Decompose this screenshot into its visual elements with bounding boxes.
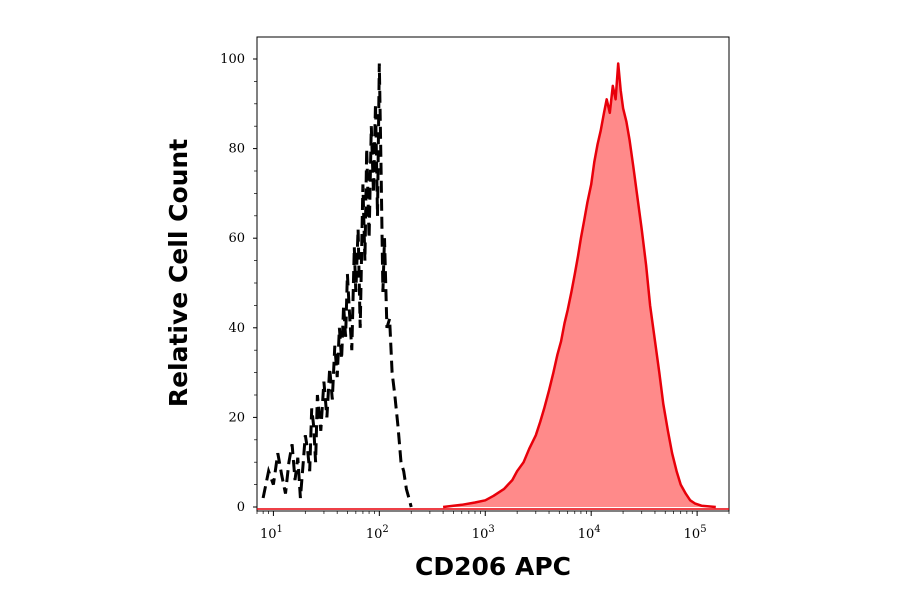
- plot-frame: [256, 36, 730, 512]
- series-1-line: [442, 62, 716, 509]
- x-axis: 101 102 103 104 105: [256, 511, 730, 542]
- y-axis-title: Relative Cell Count: [164, 139, 193, 407]
- y-axis: 0 20 40 60 80 100: [220, 52, 257, 515]
- series-layer: [257, 62, 729, 510]
- x-tick-label: 102: [366, 524, 389, 542]
- x-tick-label: 101: [260, 524, 283, 542]
- x-tick-label: 105: [684, 524, 707, 542]
- series-0-line: [261, 63, 413, 508]
- y-tick-label: 60: [228, 231, 245, 246]
- x-tick-label: 103: [472, 524, 495, 542]
- y-tick-label: 0: [237, 500, 245, 515]
- y-tick-label: 80: [228, 142, 245, 157]
- series-1-area: [443, 63, 716, 507]
- x-tick-label: 104: [578, 524, 601, 542]
- y-tick-label: 40: [228, 321, 245, 336]
- y-tick-label: 20: [228, 410, 245, 425]
- x-axis-title: CD206 APC: [415, 552, 571, 581]
- y-tick-label: 100: [220, 52, 245, 67]
